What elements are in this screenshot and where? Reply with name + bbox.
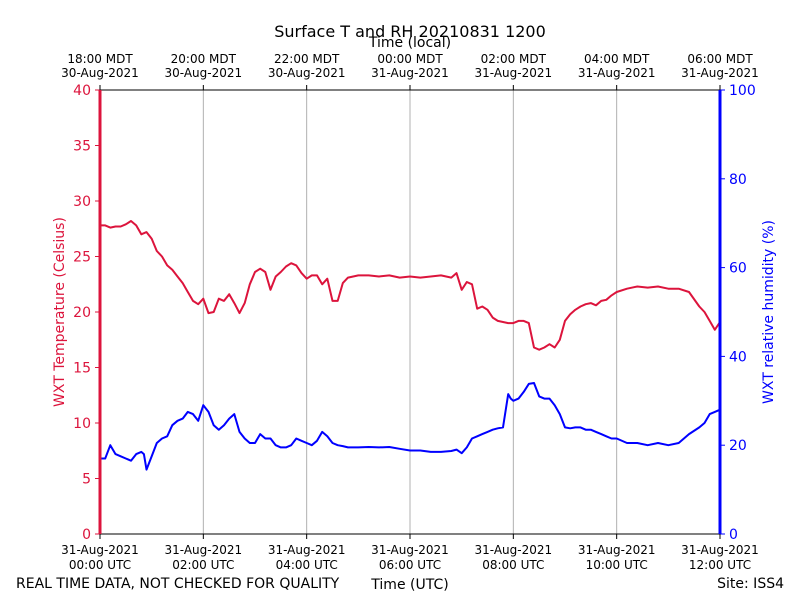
y-tick-label-right: 20: [729, 438, 747, 454]
x-tick-label-utc-date: 31-Aug-2021: [475, 543, 553, 557]
x-tick-label-utc-time: 08:00 UTC: [482, 558, 544, 572]
y-axis-label-right: WXT relative humidity (%): [761, 220, 777, 404]
top-axis-label: Time (local): [368, 35, 451, 51]
x-tick-label-utc-date: 31-Aug-2021: [681, 543, 759, 557]
gridlines: [202, 90, 618, 534]
y-tick-label-right: 80: [729, 172, 747, 188]
x-tick-label-utc-date: 31-Aug-2021: [61, 543, 139, 557]
x-tick-label-local-time: 00:00 MDT: [377, 52, 443, 66]
y-tick-label-left: 40: [73, 83, 91, 99]
x-tick-label-local-date: 30-Aug-2021: [268, 66, 346, 80]
footer-quality-note: REAL TIME DATA, NOT CHECKED FOR QUALITY: [16, 576, 340, 592]
x-tick-label-utc-time: 00:00 UTC: [69, 558, 131, 572]
x-tick-label-utc-time: 02:00 UTC: [172, 558, 234, 572]
y-tick-label-left: 20: [73, 305, 91, 321]
x-tick-label-local-time: 20:00 MDT: [171, 52, 237, 66]
x-tick-label-local-date: 31-Aug-2021: [681, 66, 759, 80]
humidity-line: [100, 382, 721, 471]
chart-title: Surface T and RH 20210831 1200: [274, 22, 546, 41]
y-tick-label-left: 5: [82, 472, 91, 488]
y-tick-label-left: 15: [73, 361, 91, 377]
footer-site: Site: ISS4: [717, 576, 784, 592]
x-tick-label-utc-date: 31-Aug-2021: [578, 543, 656, 557]
humidity-series: [100, 382, 721, 471]
x-tick-label-local-date: 31-Aug-2021: [578, 66, 656, 80]
temperature-line: [100, 220, 721, 351]
temperature-series: [100, 220, 721, 351]
x-tick-label-local-time: 02:00 MDT: [481, 52, 547, 66]
y-tick-label-left: 0: [82, 527, 91, 543]
left-y-axis: 0 5 10 15 20 25 30 35 40: [73, 83, 100, 543]
x-tick-label-utc-time: 06:00 UTC: [379, 558, 441, 572]
y-tick-label-right: 100: [729, 83, 756, 99]
right-y-axis: 0 20 40 60 80 100: [720, 83, 756, 543]
x-tick-label-local-date: 30-Aug-2021: [61, 66, 139, 80]
x-tick-label-utc-time: 12:00 UTC: [689, 558, 751, 572]
y-tick-label-left: 10: [73, 416, 91, 432]
y-tick-label-left: 30: [73, 194, 91, 210]
x-tick-label-local-date: 31-Aug-2021: [475, 66, 553, 80]
x-tick-label-local-date: 30-Aug-2021: [165, 66, 243, 80]
x-tick-label-utc-date: 31-Aug-2021: [268, 543, 346, 557]
y-axis-label-left: WXT Temperature (Celsius): [52, 217, 68, 407]
x-tick-label-utc-time: 10:00 UTC: [586, 558, 648, 572]
y-tick-label-left: 35: [73, 139, 91, 155]
x-tick-label-utc-date: 31-Aug-2021: [165, 543, 243, 557]
x-tick-label-local-time: 06:00 MDT: [687, 52, 753, 66]
x-tick-label-local-time: 22:00 MDT: [274, 52, 340, 66]
x-tick-label-local-time: 04:00 MDT: [584, 52, 650, 66]
y-tick-label-right: 60: [729, 261, 747, 277]
y-tick-label-right: 40: [729, 349, 747, 365]
y-tick-label-left: 25: [73, 250, 91, 266]
x-tick-label-utc-time: 04:00 UTC: [276, 558, 338, 572]
x-axis-label: Time (UTC): [370, 577, 448, 593]
x-tick-label-local-date: 31-Aug-2021: [371, 66, 449, 80]
x-tick-label-local-time: 18:00 MDT: [67, 52, 133, 66]
y-tick-label-right: 0: [729, 527, 738, 543]
x-tick-label-utc-date: 31-Aug-2021: [371, 543, 449, 557]
